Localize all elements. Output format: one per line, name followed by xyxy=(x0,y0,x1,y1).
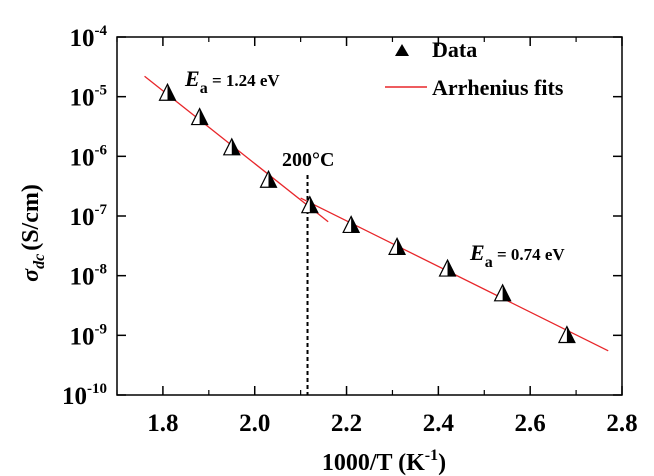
legend-label-fit: Arrhenius fits xyxy=(432,75,564,100)
data-point xyxy=(190,107,209,126)
y-tick-label: 10-8 xyxy=(70,262,108,291)
legend-label-data: Data xyxy=(432,37,477,62)
data-point xyxy=(222,137,241,156)
fit-lines xyxy=(144,75,609,352)
y-tick-label: 10-6 xyxy=(70,142,108,171)
data-point-fill xyxy=(309,196,318,213)
data-point-fill xyxy=(447,260,456,277)
y-tick-label: 10-5 xyxy=(70,83,108,112)
x-tick-label: 2.4 xyxy=(423,410,455,437)
data-point-fill xyxy=(167,84,176,101)
x-tick-label: 2.8 xyxy=(606,410,637,437)
x-axis-title: 1000/T (K-1) xyxy=(322,447,446,476)
data-point xyxy=(388,237,407,255)
temperature-label: 200°C xyxy=(282,149,334,171)
y-tick-label: 10-10 xyxy=(62,381,107,410)
data-point xyxy=(342,215,361,234)
axis-ticks xyxy=(116,36,623,396)
y-tick-label: 10-7 xyxy=(70,202,108,231)
x-tick-label: 2.2 xyxy=(331,410,362,437)
x-tick-label: 2.0 xyxy=(239,410,270,437)
data-point-fill xyxy=(199,108,208,125)
y-axis-title: σdc(S/cm) xyxy=(18,184,48,282)
data-point-fill xyxy=(231,138,240,155)
data-point-fill xyxy=(351,216,360,233)
data-markers xyxy=(158,82,576,344)
data-point-fill xyxy=(502,284,511,301)
x-tick-label: 2.6 xyxy=(515,410,546,437)
data-point-fill xyxy=(397,238,406,255)
data-point xyxy=(438,258,457,277)
data-point-fill xyxy=(566,326,575,343)
legend-marker-data xyxy=(395,44,409,56)
data-point xyxy=(493,283,512,302)
data-point-fill xyxy=(268,171,277,188)
x-tick-label: 1.8 xyxy=(147,410,178,437)
legend: Data Arrhenius fits xyxy=(385,37,564,100)
data-point xyxy=(158,82,177,101)
y-tick-label: 10-4 xyxy=(70,23,108,52)
activation-energy-high: Ea = 1.24 eV xyxy=(184,66,280,97)
data-point xyxy=(557,325,576,344)
data-point xyxy=(300,195,319,214)
data-point xyxy=(259,169,278,188)
axis-tick-labels: 1.8 2.0 2.2 2.4 2.6 2.8 10-10 10-9 10-8 10-7 10-6 1… xyxy=(62,23,638,437)
activation-energy-low: Ea = 0.74 eV xyxy=(469,240,565,271)
y-tick-label: 10-9 xyxy=(70,321,108,350)
